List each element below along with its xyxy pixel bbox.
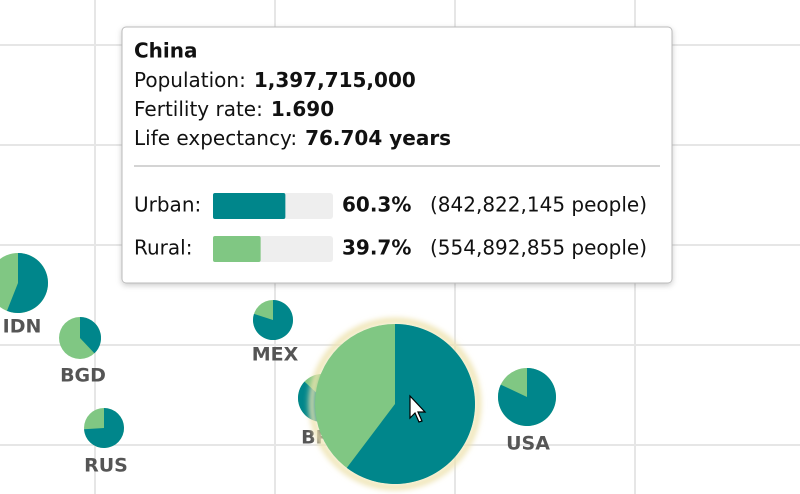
line-value: 1.690: [271, 97, 334, 121]
pie-urban-slice: [6, 253, 49, 313]
bubble[interactable]: MEX: [252, 300, 299, 366]
row-percent: 60.3%: [342, 193, 411, 217]
pie-urban-slice: [84, 408, 125, 448]
country-label: RUS: [84, 455, 128, 477]
bubble[interactable]: RUS: [84, 408, 128, 477]
bubble[interactable]: IDN: [0, 253, 49, 338]
pie-urban-slice: [80, 317, 101, 354]
tooltip-lines: Population: 1,397,715,000 Fertility rate: 1…: [134, 68, 451, 150]
bubble[interactable]: BGD: [59, 317, 106, 387]
row-people: (842,822,145 people): [430, 193, 647, 217]
highlighted-bubble[interactable]: [309, 318, 481, 490]
line-value: 76.704 years: [305, 126, 451, 150]
line-label: Population:: [134, 68, 246, 92]
tooltip-rows: Urban: 60.3% (842,822,145 people) Rural: 39.…: [134, 193, 647, 262]
tooltip-line: Life expectancy: 76.704 years: [134, 126, 451, 150]
line-value: 1,397,715,000: [254, 68, 416, 92]
pie-urban-slice: [253, 300, 293, 341]
bubble[interactable]: USA: [498, 368, 557, 455]
line-label: Life expectancy:: [134, 126, 297, 150]
bar-fill: [213, 193, 286, 219]
country-label: USA: [506, 433, 550, 455]
line-label: Fertility rate:: [134, 97, 263, 121]
row-percent: 39.7%: [342, 236, 411, 260]
tooltip: China Population: 1,397,715,000 Fertility …: [121, 26, 673, 284]
tooltip-line: Population: 1,397,715,000: [134, 68, 416, 92]
pie-urban-slice: [498, 368, 557, 426]
tooltip-title: China: [134, 39, 198, 63]
country-label: IDN: [3, 316, 42, 338]
country-label: BGD: [60, 365, 106, 387]
tooltip-line: Fertility rate: 1.690: [134, 97, 334, 121]
row-label: Urban:: [134, 193, 201, 217]
row-label: Rural:: [134, 236, 192, 260]
highlight-ring: [309, 318, 481, 490]
bubbles: IDNBGDMEXRUSBRAUSA: [0, 253, 557, 477]
row-people: (554,892,855 people): [430, 236, 647, 260]
bar-fill: [213, 236, 261, 262]
cursor: [409, 394, 427, 423]
country-label: MEX: [252, 344, 299, 366]
